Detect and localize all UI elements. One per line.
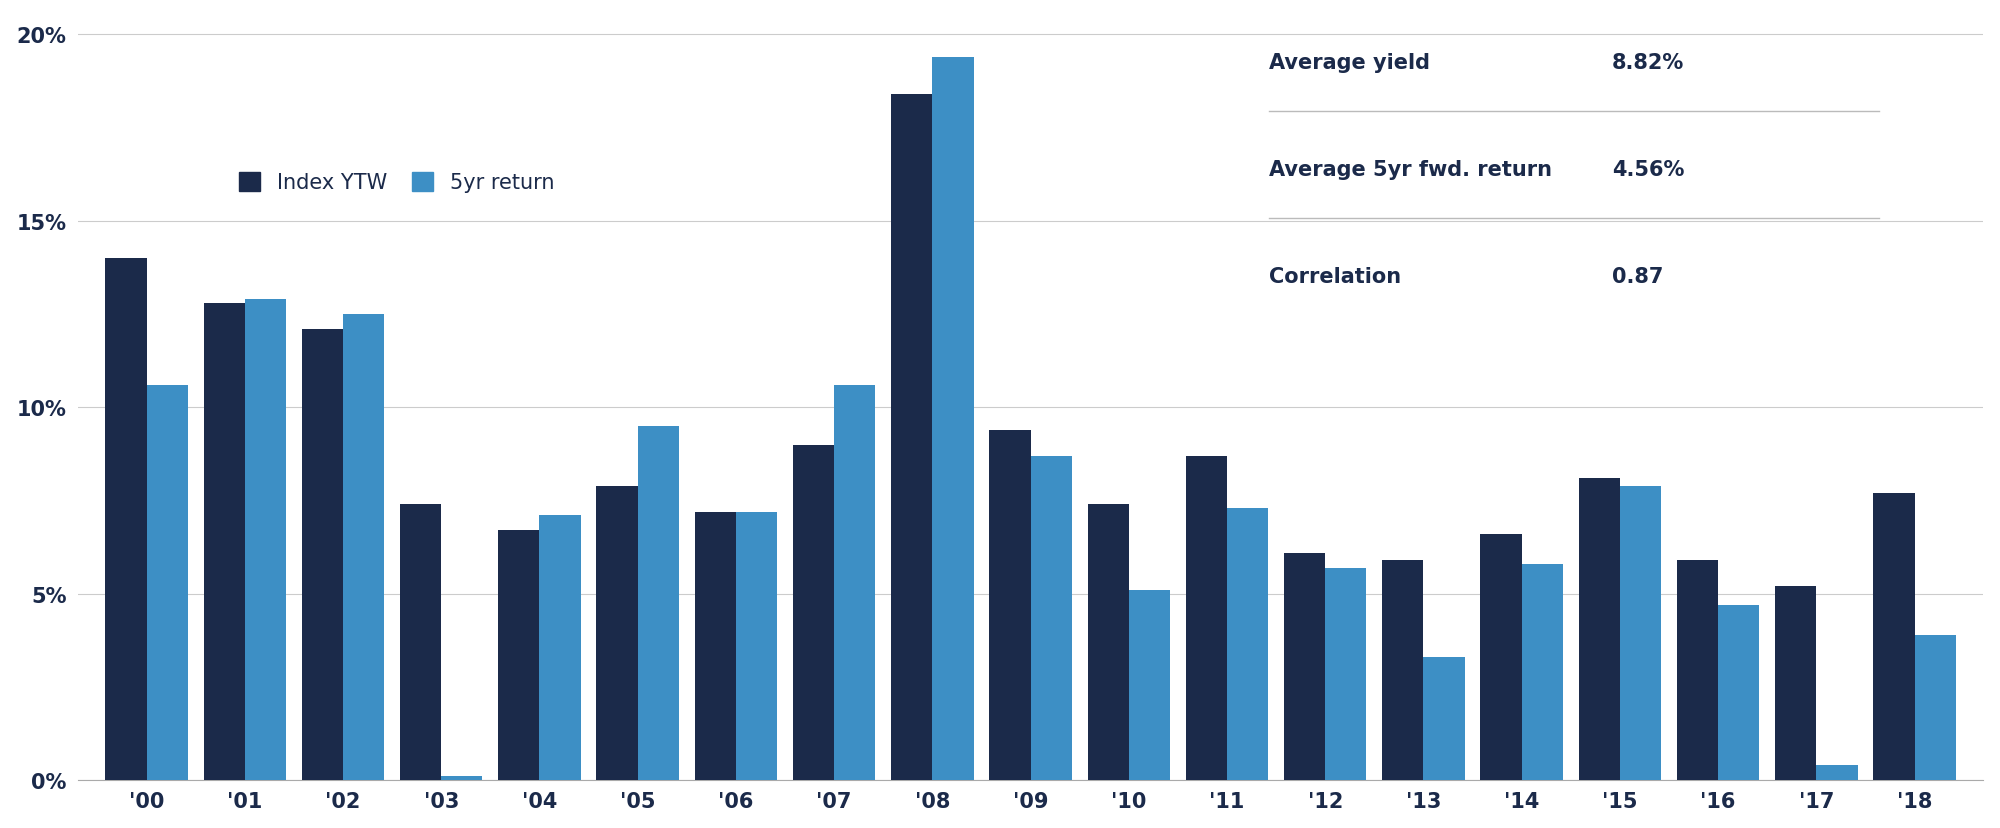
Bar bbox=[1326, 568, 1366, 780]
Bar bbox=[694, 512, 736, 780]
Bar bbox=[442, 777, 482, 780]
Bar bbox=[1228, 508, 1268, 780]
Bar bbox=[1186, 456, 1228, 780]
Bar bbox=[990, 430, 1030, 780]
Bar bbox=[1128, 590, 1170, 780]
Text: Average yield: Average yield bbox=[1268, 52, 1430, 73]
Bar bbox=[1424, 657, 1464, 780]
Text: 0.87: 0.87 bbox=[1612, 267, 1664, 286]
Bar bbox=[146, 385, 188, 780]
Bar bbox=[498, 531, 540, 780]
Bar bbox=[1776, 586, 1816, 780]
Bar bbox=[1874, 493, 1914, 780]
Bar bbox=[204, 304, 244, 780]
Bar bbox=[638, 426, 678, 780]
Bar bbox=[1676, 561, 1718, 780]
Bar bbox=[1620, 486, 1662, 780]
Bar bbox=[342, 315, 384, 780]
Bar bbox=[106, 259, 146, 780]
Bar bbox=[1522, 564, 1562, 780]
Text: 8.82%: 8.82% bbox=[1612, 52, 1684, 73]
Bar bbox=[892, 95, 932, 780]
Bar bbox=[400, 504, 442, 780]
Bar bbox=[1578, 479, 1620, 780]
Bar bbox=[1914, 635, 1956, 780]
Bar bbox=[244, 300, 286, 780]
Bar bbox=[736, 512, 778, 780]
Bar bbox=[1816, 765, 1858, 780]
Bar bbox=[1718, 605, 1760, 780]
Bar bbox=[932, 58, 974, 780]
Bar bbox=[540, 516, 580, 780]
Text: Correlation: Correlation bbox=[1268, 267, 1400, 286]
Legend: Index YTW, 5yr return: Index YTW, 5yr return bbox=[232, 165, 562, 201]
Bar bbox=[302, 330, 342, 780]
Bar bbox=[596, 486, 638, 780]
Bar bbox=[1284, 553, 1326, 780]
Bar bbox=[1382, 561, 1424, 780]
Bar bbox=[792, 445, 834, 780]
Text: 4.56%: 4.56% bbox=[1612, 159, 1684, 180]
Bar bbox=[1480, 534, 1522, 780]
Bar bbox=[1030, 456, 1072, 780]
Bar bbox=[1088, 504, 1128, 780]
Text: Average 5yr fwd. return: Average 5yr fwd. return bbox=[1268, 159, 1552, 180]
Bar bbox=[834, 385, 876, 780]
